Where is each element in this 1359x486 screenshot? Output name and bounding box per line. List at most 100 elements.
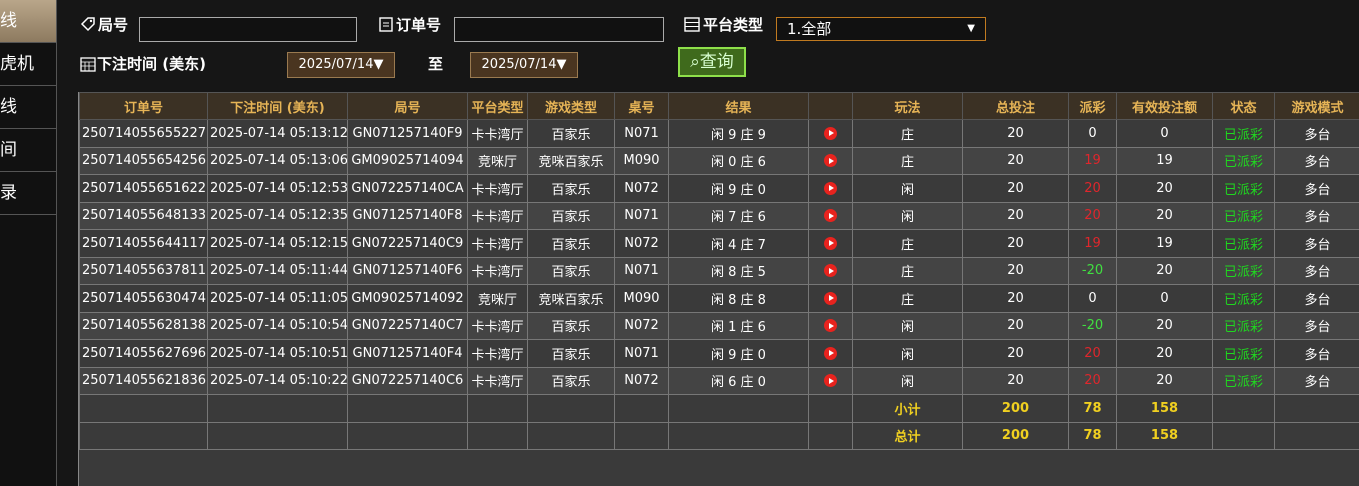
record-row: 250714055648133 2025-07-14 05:12:35 GN0712… xyxy=(79,201,1359,230)
cell: 20 xyxy=(962,119,1069,148)
replay-icon[interactable] xyxy=(824,126,837,140)
cell: 2025-07-14 05:11:44 xyxy=(207,256,348,285)
empty-cell xyxy=(668,394,809,423)
replay-cell xyxy=(808,229,853,258)
cell: 闲 xyxy=(852,201,963,230)
sidebar-item[interactable]: 录 xyxy=(0,172,56,215)
tag-icon xyxy=(80,17,95,32)
cell: 20 xyxy=(962,174,1069,203)
record-row: 250714055630474 2025-07-14 05:11:05 GM0902… xyxy=(79,284,1359,313)
replay-cell xyxy=(808,311,853,340)
record-row: 250714055651622 2025-07-14 05:12:53 GN0722… xyxy=(79,174,1359,203)
cell: 已派彩 xyxy=(1212,146,1275,175)
replay-icon[interactable] xyxy=(824,291,837,305)
cell: 2025-07-14 05:10:54 xyxy=(207,311,348,340)
cell: 19 xyxy=(1116,229,1213,258)
cell: 庄 xyxy=(852,229,963,258)
cell: 已派彩 xyxy=(1212,119,1275,148)
cell: 20 xyxy=(1116,366,1213,395)
cell: 百家乐 xyxy=(527,366,615,395)
cell: 20 xyxy=(1116,311,1213,340)
calendar-icon xyxy=(80,57,96,72)
empty-cell xyxy=(668,421,809,450)
empty-cell xyxy=(79,394,208,423)
cell: 竞咪百家乐 xyxy=(527,146,615,175)
platform-value: 1.全部 xyxy=(787,20,832,38)
cell: 已派彩 xyxy=(1212,284,1275,313)
cell: GN072257140C7 xyxy=(347,311,468,340)
empty-cell xyxy=(467,394,528,423)
replay-icon[interactable] xyxy=(824,209,837,223)
replay-icon[interactable] xyxy=(824,236,837,250)
cell: 卡卡湾厅 xyxy=(467,311,528,340)
column-header: 状态 xyxy=(1212,92,1275,120)
cell: 19 xyxy=(1068,146,1117,175)
cell: 多台 xyxy=(1274,256,1359,285)
cell: 多台 xyxy=(1274,284,1359,313)
replay-icon[interactable] xyxy=(824,181,837,195)
column-header: 局号 xyxy=(347,92,468,120)
empty-cell xyxy=(527,421,615,450)
cell: GN071257140F6 xyxy=(347,256,468,285)
date-to[interactable]: 2025/07/14▼ xyxy=(470,52,578,78)
cell: GN072257140C6 xyxy=(347,366,468,395)
cell: 19 xyxy=(1068,229,1117,258)
record-row: 250714055644117 2025-07-14 05:12:15 GN0722… xyxy=(79,229,1359,258)
empty-cell xyxy=(614,421,669,450)
cell: 百家乐 xyxy=(527,229,615,258)
cell: 百家乐 xyxy=(527,256,615,285)
column-header: 总投注 xyxy=(962,92,1069,120)
date-from[interactable]: 2025/07/14▼ xyxy=(287,52,395,78)
cell: GN071257140F8 xyxy=(347,201,468,230)
sidebar-item[interactable]: 线 xyxy=(0,86,56,129)
cell: 卡卡湾厅 xyxy=(467,201,528,230)
column-header: 派彩 xyxy=(1068,92,1117,120)
cell: 已派彩 xyxy=(1212,311,1275,340)
empty-cell xyxy=(1212,421,1275,450)
replay-icon[interactable] xyxy=(824,154,837,168)
column-header: 游戏类型 xyxy=(527,92,615,120)
cell: N071 xyxy=(614,339,669,368)
cell: 已派彩 xyxy=(1212,366,1275,395)
empty-cell xyxy=(207,394,348,423)
replay-icon[interactable] xyxy=(824,264,837,278)
replay-icon[interactable] xyxy=(824,346,837,360)
sidebar-item[interactable]: 间 xyxy=(0,129,56,172)
platform-select[interactable]: 1.全部 ▼ xyxy=(776,17,986,41)
cell: 闲 xyxy=(852,311,963,340)
replay-icon[interactable] xyxy=(824,319,837,333)
cell: 闲 xyxy=(852,339,963,368)
cell: N072 xyxy=(614,311,669,340)
sidebar-item[interactable]: 虎机 xyxy=(0,43,56,86)
cell: 百家乐 xyxy=(527,119,615,148)
order-input[interactable] xyxy=(454,17,664,42)
cell: 卡卡湾厅 xyxy=(467,229,528,258)
cell: 闲 6 庄 0 xyxy=(668,366,809,395)
cell: 卡卡湾厅 xyxy=(467,339,528,368)
cell: 2025-07-14 05:13:12 xyxy=(207,119,348,148)
cell: 250714055630474 xyxy=(79,284,208,313)
round-label: 局号 xyxy=(98,16,129,34)
replay-icon[interactable] xyxy=(824,374,837,388)
replay-cell xyxy=(808,174,853,203)
cell: 竞咪厅 xyxy=(467,146,528,175)
replay-cell xyxy=(808,146,853,175)
cell: 2025-07-14 05:11:05 xyxy=(207,284,348,313)
cell: 闲 xyxy=(852,174,963,203)
cell: 250714055654256 xyxy=(79,146,208,175)
sidebar-item[interactable]: 线 xyxy=(0,0,56,43)
cell: 20 xyxy=(1068,174,1117,203)
cell: 19 xyxy=(1116,146,1213,175)
empty-cell xyxy=(527,394,615,423)
replay-cell xyxy=(808,201,853,230)
cell: 250714055651622 xyxy=(79,174,208,203)
cell: 20 xyxy=(962,366,1069,395)
query-button[interactable]: ⌕查询 xyxy=(678,47,746,77)
empty-cell xyxy=(1212,394,1275,423)
clipboard-icon xyxy=(379,17,393,32)
order-label: 订单号 xyxy=(396,16,442,34)
icon-header xyxy=(808,92,853,120)
cell: 卡卡湾厅 xyxy=(467,256,528,285)
round-input[interactable] xyxy=(139,17,357,42)
